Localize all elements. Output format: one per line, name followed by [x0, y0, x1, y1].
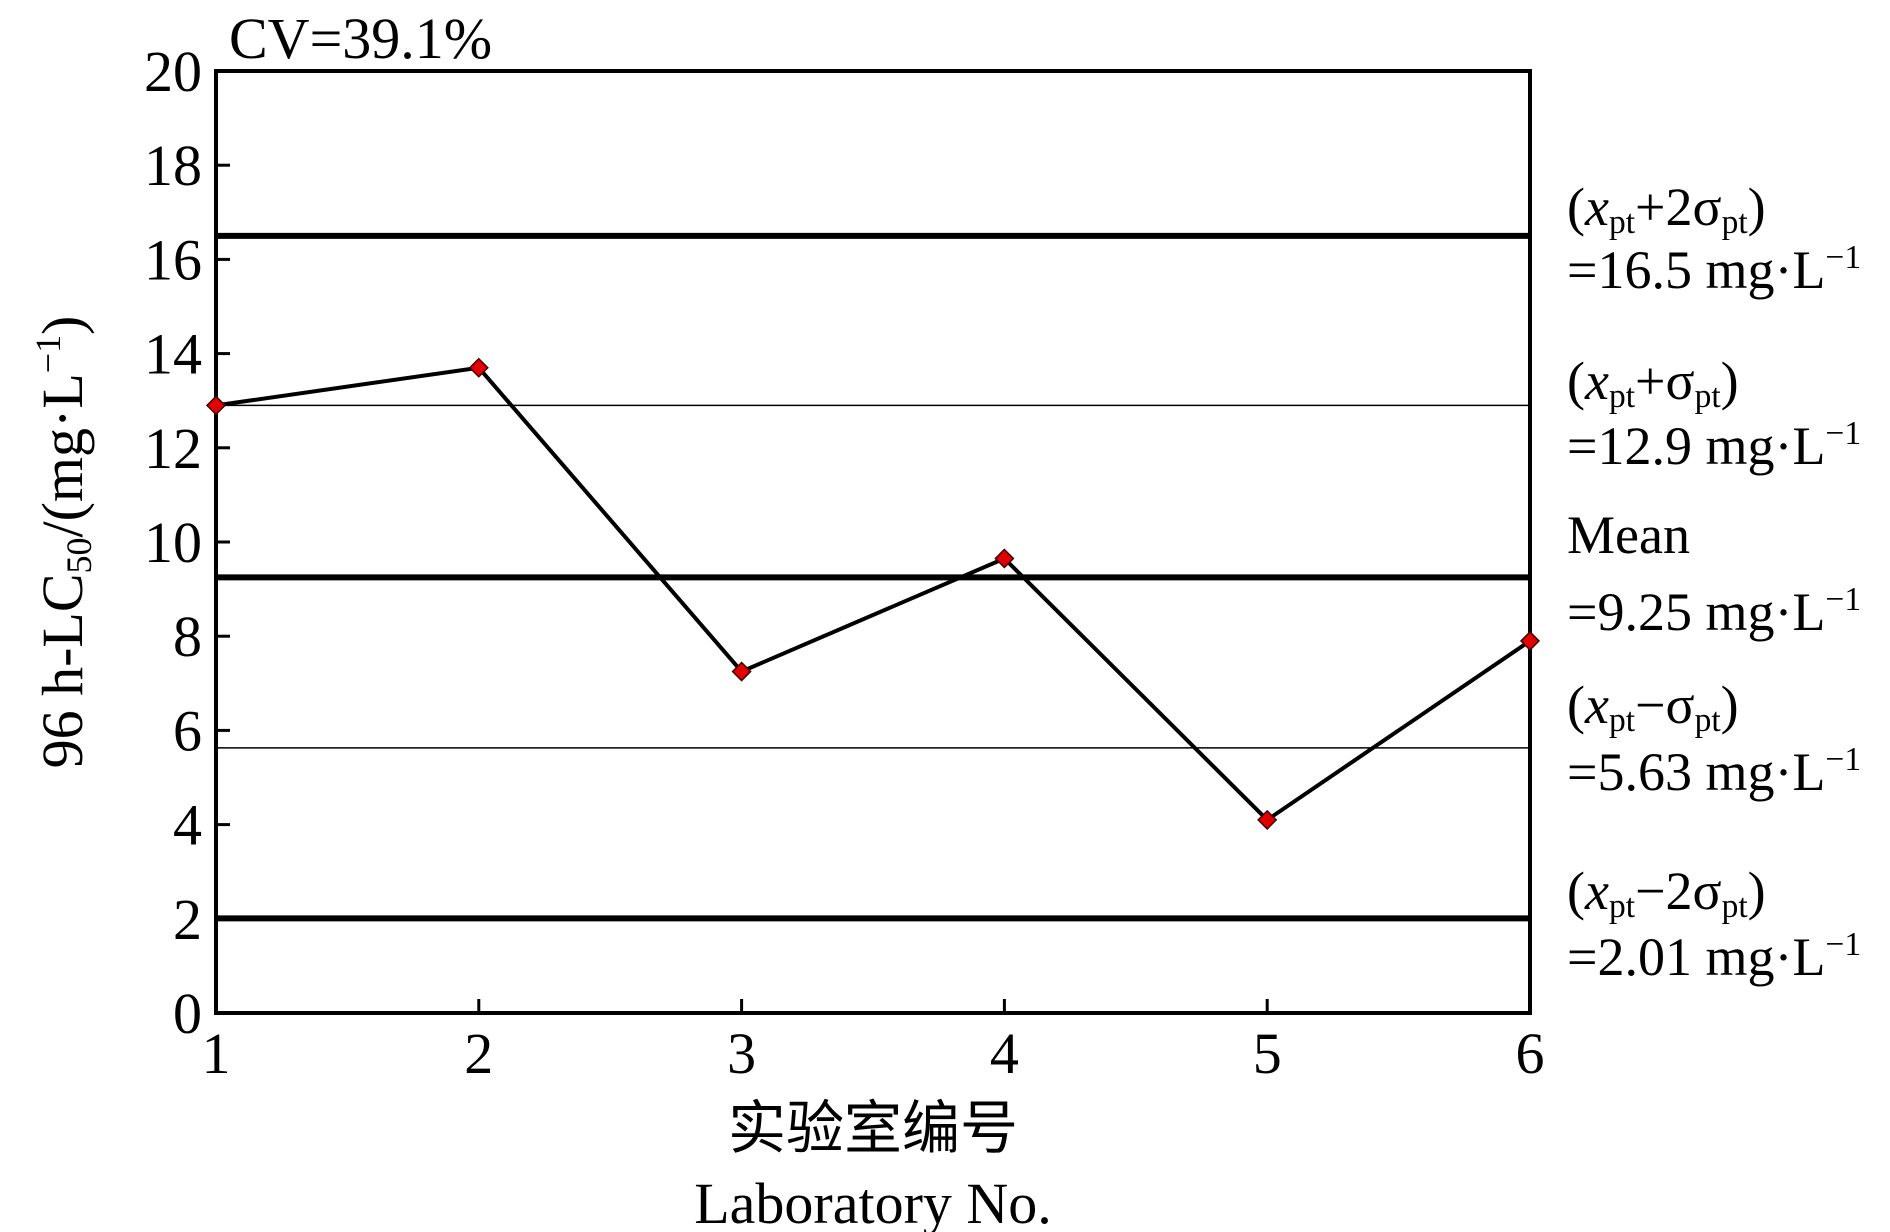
data-point: [468, 357, 489, 378]
x-tick-label: 4: [990, 1021, 1019, 1086]
reference-value-label: =16.5 mg·L−1: [1567, 239, 1861, 300]
reference-value-label: =9.25 mg·L−1: [1567, 581, 1861, 642]
y-tick-label: 16: [144, 227, 202, 292]
text-part: =12.9 mg·L: [1567, 416, 1825, 476]
y-tick-label: 8: [173, 604, 202, 669]
text-part: pt: [1722, 888, 1749, 925]
text-part: x: [1584, 351, 1609, 411]
text-part: pt: [1722, 204, 1749, 241]
reference-value-label: =5.63 mg·L−1: [1567, 741, 1861, 802]
text-part: −1: [1825, 741, 1861, 778]
annotation: CV=39.1%: [229, 6, 492, 71]
text-part: =2.01 mg·L: [1567, 927, 1825, 987]
y-axis-title: 96 h-LC50/(mg·L−1): [28, 316, 99, 769]
x-axis-title: Laboratory No.: [694, 1171, 1052, 1232]
text-part: =5.63 mg·L: [1567, 742, 1825, 802]
text-part: 96 h-LC: [30, 573, 95, 768]
y-tick-label: 12: [144, 416, 202, 481]
y-tick-label: 14: [144, 322, 202, 387]
text-part: −σ: [1635, 675, 1695, 735]
text-part: −1: [1825, 415, 1861, 452]
text-part: −2σ: [1635, 861, 1722, 921]
data-point: [1257, 809, 1278, 830]
text-part: ): [1748, 177, 1766, 237]
text-part: −1: [1825, 581, 1861, 618]
y-tick-label: 6: [173, 698, 202, 763]
data-point: [1519, 630, 1541, 651]
text-part: (: [1567, 861, 1585, 921]
y-tick-label: 18: [144, 133, 202, 198]
reference-value-label: =12.9 mg·L−1: [1567, 415, 1861, 476]
reference-label: (xpt−σpt): [1567, 675, 1739, 739]
data-point: [731, 661, 752, 682]
text-part: (: [1567, 177, 1585, 237]
text-part: −1: [1825, 926, 1861, 963]
text-part: pt: [1609, 702, 1636, 739]
y-tick-label: 10: [144, 510, 202, 575]
reference-value-label: =2.01 mg·L−1: [1567, 926, 1861, 987]
x-tick-label: 5: [1253, 1021, 1282, 1086]
y-tick-label: 20: [144, 39, 202, 104]
text-part: =9.25 mg·L: [1567, 582, 1825, 642]
text-part: pt: [1609, 378, 1636, 415]
text-part: x: [1584, 861, 1609, 921]
text-part: +2σ: [1635, 177, 1722, 237]
text-part: =16.5 mg·L: [1567, 240, 1825, 300]
reference-label: (xpt+σpt): [1567, 351, 1739, 415]
text-part: (: [1567, 675, 1585, 735]
reference-label: Mean: [1567, 505, 1690, 565]
x-tick-label: 6: [1516, 1021, 1545, 1086]
text-part: /(mg·L: [30, 373, 95, 537]
text-part: −1: [1825, 239, 1861, 276]
data-point: [994, 548, 1015, 569]
text-part: pt: [1695, 378, 1722, 415]
x-axis-title: 实验室编号: [728, 1096, 1018, 1161]
y-tick-label: 2: [173, 887, 202, 952]
text-part: +σ: [1635, 351, 1695, 411]
text-part: ): [1721, 351, 1739, 411]
x-tick-label: 3: [727, 1021, 756, 1086]
reference-label: (xpt+2σpt): [1567, 177, 1766, 241]
text-part: (: [1567, 351, 1585, 411]
text-part: pt: [1695, 702, 1722, 739]
text-part: −1: [28, 335, 68, 373]
text-part: Mean: [1567, 505, 1690, 565]
text-part: 50: [59, 538, 99, 574]
data-point: [205, 395, 227, 416]
text-part: pt: [1609, 204, 1636, 241]
y-tick-label: 0: [173, 981, 202, 1046]
text-part: ): [1748, 861, 1766, 921]
text-part: ): [30, 316, 95, 335]
x-tick-label: 2: [464, 1021, 493, 1086]
x-tick-label: 1: [202, 1021, 231, 1086]
reference-label: (xpt−2σpt): [1567, 861, 1766, 925]
text-part: ): [1721, 675, 1739, 735]
series-line: [215, 365, 1532, 823]
text-part: x: [1584, 177, 1609, 237]
text-part: pt: [1609, 888, 1636, 925]
plot-frame: [214, 69, 1532, 1015]
text-part: x: [1584, 675, 1609, 735]
y-tick-label: 4: [173, 793, 202, 858]
